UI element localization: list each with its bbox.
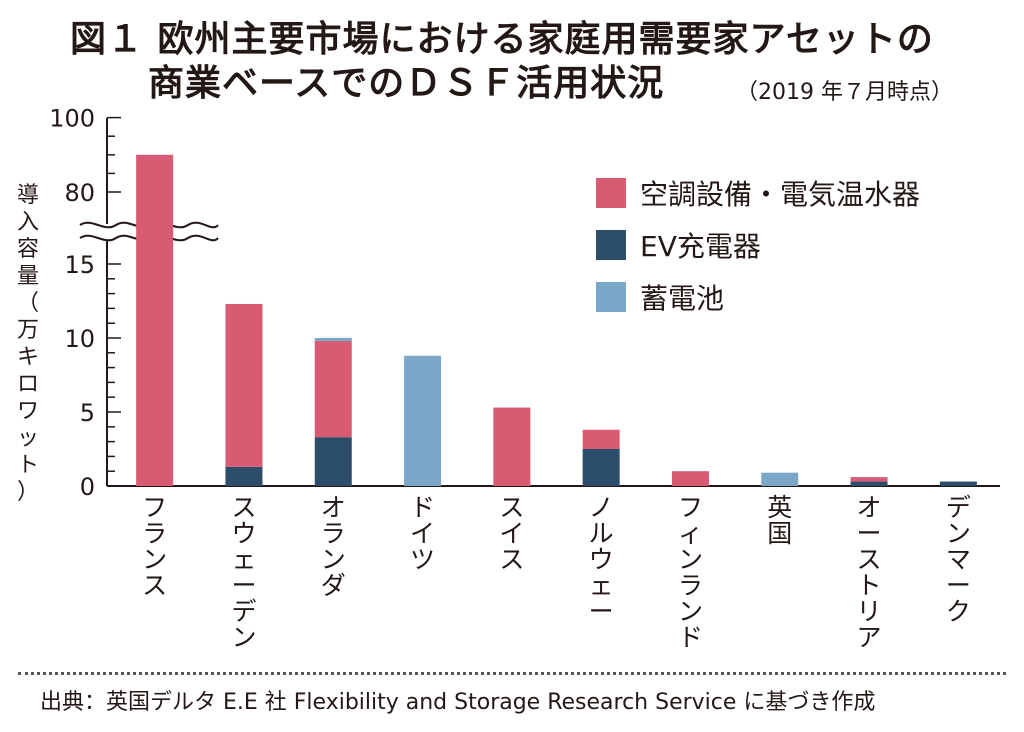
x-category-label: ン	[946, 519, 971, 548]
x-category-label: イ	[499, 519, 524, 548]
y-label-char: 容	[17, 237, 39, 262]
x-labels-group: フランススウェーデンオランダドイツスイスノルウェーフィンランド英国オーストリアデ…	[142, 493, 971, 652]
x-category-label: ト	[857, 571, 882, 600]
x-category-label: フ	[142, 493, 167, 522]
x-category-label: ル	[589, 519, 614, 548]
y-tick-label: 15	[64, 251, 95, 279]
x-category-label: ン	[321, 545, 346, 574]
x-category-label: ー	[231, 571, 256, 600]
y-tick-label: 10	[64, 325, 95, 353]
x-category-label: フ	[678, 493, 703, 522]
bar-segment	[314, 340, 352, 438]
x-category-label: ー	[946, 571, 971, 600]
title-line-2: 商業ベースでのＤＳＦ活用状況	[148, 63, 665, 104]
bar-segment	[939, 481, 977, 486]
x-category-label: ド	[678, 623, 703, 652]
x-category-label: ラ	[678, 571, 703, 600]
y-tick-label: 5	[80, 399, 95, 427]
as-of-date: （2019 年７月時点）	[736, 80, 953, 105]
title-line-1: 図１ 欧州主要市場における家庭用需要家アセットの	[70, 19, 934, 60]
x-category-label: ノ	[589, 493, 614, 522]
bar-segment	[314, 338, 352, 341]
x-category-label: ク	[946, 597, 971, 626]
y-tick-label: 0	[80, 473, 95, 501]
bar-segment	[850, 481, 888, 486]
bar-segment	[136, 154, 174, 487]
x-category-label: ラ	[142, 519, 167, 548]
y-label-char: ロ	[17, 372, 39, 397]
x-category-label: デ	[946, 493, 971, 522]
y-label-char: 万	[17, 318, 39, 343]
x-category-label: オ	[321, 493, 346, 522]
y-label-char: ワ	[17, 399, 39, 424]
bars-group	[136, 154, 977, 487]
bar-segment	[582, 449, 620, 486]
x-category-label: デ	[231, 597, 256, 626]
x-category-label: マ	[946, 545, 971, 574]
x-category-label: ン	[231, 623, 256, 652]
x-category-label: ス	[499, 545, 524, 574]
y-label-char: 量	[17, 264, 39, 289]
x-category-label: ウ	[231, 519, 256, 548]
y-label-char: （	[17, 291, 39, 316]
footer-divider	[18, 672, 1006, 675]
bar-segment	[761, 472, 799, 486]
x-category-label: ー	[589, 597, 614, 626]
x-category-label: イ	[410, 519, 435, 548]
bar-segment	[225, 303, 263, 467]
x-category-label: ェ	[589, 571, 614, 600]
legend-label: 蓄電池	[640, 282, 724, 315]
source-note: 出典：英国デルタ E.E 社 Flexibility and Storage R…	[40, 690, 876, 715]
bar-segment	[225, 466, 263, 486]
x-category-label: ス	[231, 493, 256, 522]
bar-segment	[671, 471, 709, 486]
x-category-label: ウ	[589, 545, 614, 574]
y-tick-label: 100	[49, 105, 95, 133]
legend-swatch	[596, 230, 626, 260]
legend-label: EV充電器	[640, 230, 761, 263]
legend-swatch	[596, 178, 626, 208]
y-label-char: ）	[17, 480, 39, 505]
bar-segment	[582, 429, 620, 449]
x-category-label: ア	[857, 623, 882, 652]
x-category-label: ン	[678, 597, 703, 626]
y-label-char: 導	[17, 183, 39, 208]
x-category-label: ン	[678, 545, 703, 574]
x-category-label: ス	[142, 571, 167, 600]
bar-segment	[493, 407, 531, 486]
x-category-label: ス	[499, 493, 524, 522]
x-category-label: ド	[410, 493, 435, 522]
x-category-label: ェ	[231, 545, 256, 574]
y-tick-label: 80	[64, 179, 95, 207]
bar-segment	[850, 477, 888, 482]
x-category-label: ツ	[410, 545, 435, 574]
y-label-char: ト	[17, 453, 39, 478]
y-label-char: キ	[17, 345, 39, 370]
bar-segment	[314, 437, 352, 486]
x-category-label: ン	[142, 545, 167, 574]
x-category-label: 英	[767, 493, 792, 522]
x-category-label: ー	[857, 519, 882, 548]
y-label-char: 入	[17, 210, 39, 235]
x-category-label: オ	[857, 493, 882, 522]
x-category-label: ィ	[678, 519, 703, 548]
x-category-label: 国	[767, 519, 792, 548]
legend-label: 空調設備・電気温水器	[640, 178, 920, 211]
y-label-char: ッ	[17, 426, 39, 451]
bar-segment	[404, 355, 442, 486]
x-category-label: ス	[857, 545, 882, 574]
x-category-label: ラ	[321, 519, 346, 548]
x-category-label: ダ	[321, 571, 346, 600]
legend-swatch	[596, 282, 626, 312]
x-category-label: リ	[857, 597, 882, 626]
chart-title: 図１ 欧州主要市場における家庭用需要家アセットの 商業ベースでのＤＳＦ活用状況	[70, 18, 934, 106]
